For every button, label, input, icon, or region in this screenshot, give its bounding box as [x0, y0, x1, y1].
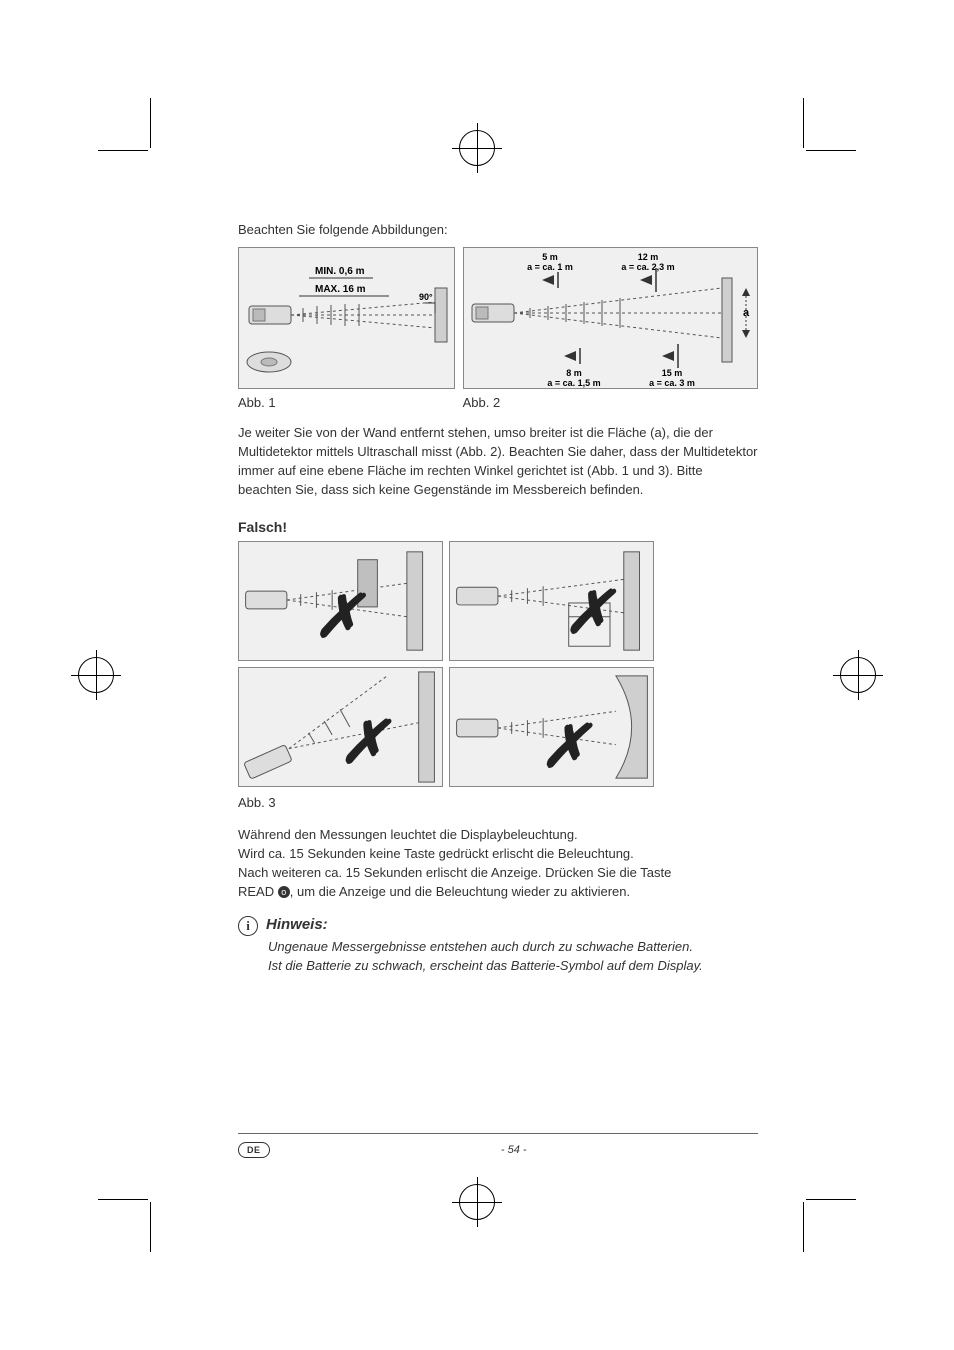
svg-text:8 m: 8 m [566, 368, 582, 378]
paragraph-2: Während den Messungen leuchtet die Displ… [238, 826, 758, 901]
svg-text:a: a [743, 307, 750, 319]
figures-row: 90° MIN. 0,6 m MAX. 16 m 5 m a = ca. 1 m… [238, 247, 758, 389]
page-number: - 54 - [270, 1144, 758, 1156]
registration-mark [840, 657, 876, 693]
figure-3b: ✗ [449, 541, 654, 661]
svg-text:5 m: 5 m [542, 252, 558, 262]
figure-3c: ✗ [238, 667, 443, 787]
p2-line3: Nach weiteren ca. 15 Sekunden erlischt d… [238, 865, 671, 880]
svg-text:✗: ✗ [339, 710, 392, 776]
figure-1: 90° MIN. 0,6 m MAX. 16 m [238, 247, 455, 389]
read-bullet-icon: o [278, 886, 290, 898]
svg-text:a = ca. 2,3 m: a = ca. 2,3 m [621, 262, 674, 272]
svg-text:15 m: 15 m [661, 368, 682, 378]
p2-line1: Während den Messungen leuchtet die Displ… [238, 827, 578, 842]
figure-2: 5 m a = ca. 1 m 12 m a = ca. 2,3 m [463, 247, 758, 389]
crop-mark [803, 98, 804, 148]
language-badge: DE [238, 1142, 270, 1158]
p2-line4a: READ [238, 884, 278, 899]
svg-text:✗: ✗ [564, 580, 617, 646]
figure-3-grid: ✗ ✗ [238, 541, 654, 787]
min-label: MIN. 0,6 m [315, 266, 365, 277]
crop-mark [806, 1199, 856, 1200]
page-content: Beachten Sie folgende Abbildungen: [238, 222, 758, 975]
figure-3-label: Abb. 3 [238, 795, 758, 810]
falsch-heading: Falsch! [238, 519, 758, 535]
p2-line2: Wird ca. 15 Sekunden keine Taste gedrück… [238, 846, 634, 861]
figure-1-label: Abb. 1 [238, 395, 455, 410]
figure-2-label: Abb. 2 [463, 395, 758, 410]
info-icon: i [238, 916, 258, 936]
hinweis-body: Ungenaue Messergebnisse entstehen auch d… [268, 938, 758, 976]
max-label: MAX. 16 m [315, 284, 366, 295]
crop-mark [98, 150, 148, 151]
crop-mark [803, 1202, 804, 1252]
crop-mark [150, 1202, 151, 1252]
crop-mark [98, 1199, 148, 1200]
hinweis-title: Hinweis: [266, 916, 328, 933]
hinweis-heading-row: i Hinweis: [238, 916, 758, 936]
intro-text: Beachten Sie folgende Abbildungen: [238, 222, 758, 237]
registration-mark [459, 130, 495, 166]
hinweis-line1: Ungenaue Messergebnisse entstehen auch d… [268, 939, 693, 954]
crop-mark [150, 98, 151, 148]
svg-text:12 m: 12 m [637, 252, 658, 262]
figure-3d: ✗ [449, 667, 654, 787]
crop-mark [806, 150, 856, 151]
svg-text:a = ca. 3 m: a = ca. 3 m [649, 378, 695, 388]
figure-labels: Abb. 1 Abb. 2 [238, 395, 758, 410]
p2-line4b: , um die Anzeige und die Beleuchtung wie… [290, 884, 630, 899]
svg-text:a = ca. 1,5 m: a = ca. 1,5 m [547, 378, 600, 388]
registration-mark [459, 1184, 495, 1220]
page-footer: DE - 54 - [238, 1133, 758, 1158]
figure-3a: ✗ [238, 541, 443, 661]
svg-text:✗: ✗ [313, 584, 366, 650]
svg-text:✗: ✗ [540, 714, 593, 780]
paragraph-1: Je weiter Sie von der Wand entfernt steh… [238, 424, 758, 499]
hinweis-line2: Ist die Batterie zu schwach, erscheint d… [268, 958, 703, 973]
registration-mark [78, 657, 114, 693]
angle-label: 90° [419, 292, 433, 302]
svg-text:a = ca. 1 m: a = ca. 1 m [527, 262, 573, 272]
